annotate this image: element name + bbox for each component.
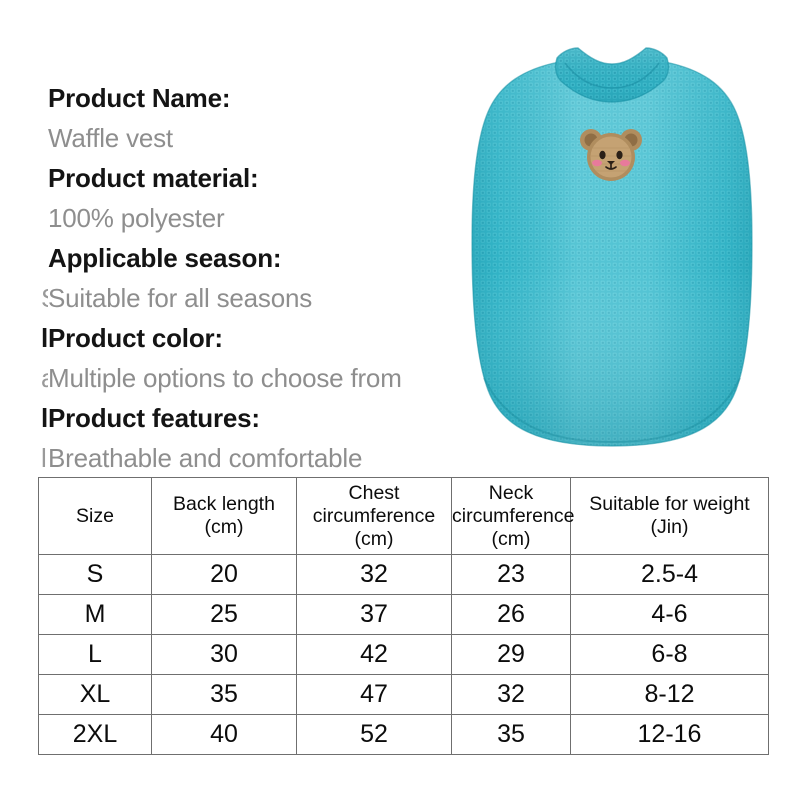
header-neck-line-1: Neck <box>488 481 534 504</box>
product-image-waffle-vest <box>462 28 762 464</box>
cell-chest: 37 <box>296 594 452 635</box>
cell-back-length: 35 <box>151 674 297 715</box>
spec-label-product-name: Product Name: <box>48 83 231 113</box>
spec-row-color: l Product color: <box>41 318 468 358</box>
spec-row-material-value: 100% polyester <box>48 198 468 238</box>
spec-row-season: Applicable season: <box>48 238 468 278</box>
header-neck-circumference: Neck circumference (cm) <box>451 477 575 555</box>
spec-row-features: l Product features: <box>41 398 468 438</box>
spec-value-product-material: 100% polyester <box>48 203 225 233</box>
cell-weight: 12-16 <box>570 714 769 755</box>
edge-fragment-5: a <box>41 358 48 398</box>
header-size: Size <box>38 477 152 555</box>
cell-chest: 32 <box>296 554 452 595</box>
spec-label-product-color: Product color: <box>48 323 223 353</box>
edge-fragment-6: l <box>41 403 48 433</box>
table-header-row: Size Back length (cm) Chest circumferenc… <box>38 477 769 555</box>
cell-neck: 35 <box>451 714 571 755</box>
cell-weight: 4-6 <box>570 594 769 635</box>
spec-row-name: Product Name: <box>48 78 468 118</box>
spec-value-product-color: Multiple options to choose from <box>48 363 402 393</box>
cell-size: XL <box>38 674 152 715</box>
table-row: 2XL 40 52 35 12-16 <box>38 714 769 755</box>
edge-fragment-7: l <box>41 443 47 473</box>
edge-fragment-3: S <box>41 278 48 318</box>
cell-chest: 52 <box>296 714 452 755</box>
spec-value-product-features: Breathable and comfortable <box>48 443 363 473</box>
size-table: Size Back length (cm) Chest circumferenc… <box>38 477 769 755</box>
cell-back-length: 20 <box>151 554 297 595</box>
cell-neck: 23 <box>451 554 571 595</box>
spec-row-season-value: S Suitable for all seasons <box>41 278 468 318</box>
cell-size: S <box>38 554 152 595</box>
header-back-length: Back length (cm) <box>151 477 297 555</box>
table-row: L 30 42 29 6-8 <box>38 634 769 675</box>
size-chart: Size Back length (cm) Chest circumferenc… <box>38 477 769 755</box>
cell-neck: 32 <box>451 674 571 715</box>
product-spec-list: Product Name: Waffle vest Product materi… <box>41 78 468 478</box>
header-weight-line-2: (Jin) <box>650 516 689 538</box>
header-weight-line-1: Suitable for weight <box>589 493 750 515</box>
spec-row-features-value: l Breathable and comfortable <box>41 438 468 478</box>
table-row: XL 35 47 32 8-12 <box>38 674 769 715</box>
table-row: S 20 32 23 2.5-4 <box>38 554 769 595</box>
spec-value-product-name: Waffle vest <box>48 123 173 153</box>
header-back-length-line-2: (cm) <box>204 516 244 538</box>
spec-row-name-value: Waffle vest <box>48 118 468 158</box>
cell-back-length: 30 <box>151 634 297 675</box>
spec-row-color-value: a Multiple options to choose from <box>41 358 468 398</box>
spec-value-applicable-season: Suitable for all seasons <box>48 283 313 313</box>
header-neck-line-2: circumference <box>452 504 575 527</box>
bear-face-patch-icon <box>580 129 642 181</box>
header-size-line-1: Size <box>76 504 114 527</box>
header-chest-line-2: circumference <box>312 504 436 527</box>
header-suitable-weight: Suitable for weight (Jin) <box>570 477 769 555</box>
header-back-length-line-1: Back length <box>173 493 275 515</box>
table-row: M 25 37 26 4-6 <box>38 594 769 635</box>
cell-neck: 26 <box>451 594 571 635</box>
cell-size: M <box>38 594 152 635</box>
cell-chest: 42 <box>296 634 452 675</box>
spec-label-product-material: Product material: <box>48 163 259 193</box>
cell-size: 2XL <box>38 714 152 755</box>
spec-label-product-features: Product features: <box>48 403 260 433</box>
edge-fragment-4: l <box>41 323 48 353</box>
cell-chest: 47 <box>296 674 452 715</box>
cell-weight: 8-12 <box>570 674 769 715</box>
cell-neck: 29 <box>451 634 571 675</box>
cell-weight: 2.5-4 <box>570 554 769 595</box>
header-neck-line-3: (cm) <box>491 527 531 550</box>
spec-label-applicable-season: Applicable season: <box>48 243 282 273</box>
vest-body <box>471 61 753 447</box>
cell-back-length: 25 <box>151 594 297 635</box>
cell-size: L <box>38 634 152 675</box>
spec-row-material: Product material: <box>48 158 468 198</box>
header-chest-line-1: Chest <box>348 481 400 504</box>
cell-back-length: 40 <box>151 714 297 755</box>
header-chest-circumference: Chest circumference (cm) <box>296 477 452 555</box>
header-chest-line-3: (cm) <box>354 527 394 550</box>
cell-weight: 6-8 <box>570 634 769 675</box>
